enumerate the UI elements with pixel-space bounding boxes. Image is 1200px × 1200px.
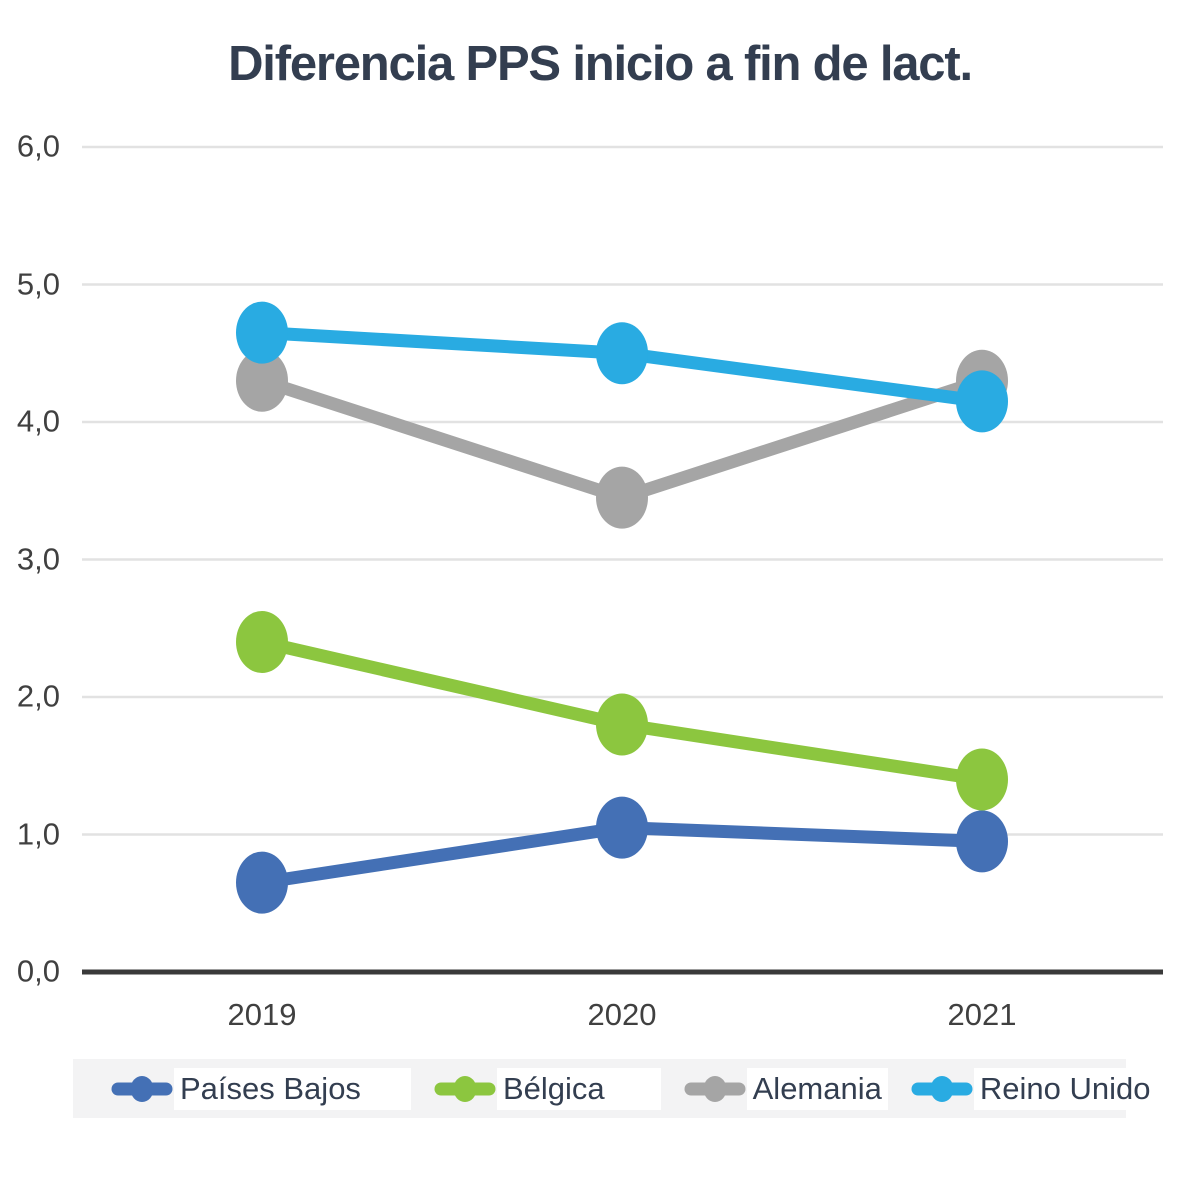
legend-item-paises-bajos: Países Bajos: [110, 1067, 411, 1110]
legend-item-reino-unido: Reino Unido: [910, 1067, 1200, 1110]
point-paises-bajos-2020: [596, 796, 648, 859]
legend-dot: [130, 1075, 154, 1102]
legend-label: Bélgica: [496, 1067, 661, 1110]
x-tick-label: 2021: [947, 997, 1017, 1032]
y-tick-label: 4,0: [16, 403, 60, 439]
legend-label: Países Bajos: [174, 1067, 411, 1110]
chart-title: Diferencia PPS inicio a fin de lact.: [228, 37, 973, 91]
legend-marker-icon: [684, 1075, 746, 1102]
point-belgica-2019: [236, 611, 288, 673]
point-paises-bajos-2021: [956, 810, 1008, 873]
point-belgica-2020: [596, 693, 648, 756]
legend-dot: [453, 1075, 477, 1102]
y-tick-label: 0,0: [16, 953, 60, 989]
legend-marker-icon: [434, 1075, 496, 1102]
legend-item-alemania: Alemania: [683, 1067, 888, 1110]
y-tick-label: 2,0: [16, 678, 60, 714]
point-reino-unido-2019: [236, 301, 288, 364]
point-belgica-2021: [956, 748, 1008, 811]
point-alemania-2019: [236, 349, 288, 412]
y-tick-label: 5,0: [16, 265, 60, 301]
legend-item-belgica: Bélgica: [433, 1067, 661, 1110]
legend-dot: [703, 1075, 727, 1102]
legend-dot: [930, 1075, 954, 1102]
point-reino-unido-2020: [596, 322, 648, 385]
x-tick-label: 2020: [587, 997, 657, 1032]
legend-label: Alemania: [746, 1067, 888, 1110]
y-tick-label: 6,0: [16, 128, 60, 164]
point-reino-unido-2021: [956, 370, 1008, 433]
point-alemania-2020: [596, 466, 648, 529]
y-tick-label: 3,0: [16, 540, 60, 576]
y-tick-label: 1,0: [16, 815, 60, 851]
x-tick-label: 2019: [227, 997, 297, 1032]
legend-marker-icon: [111, 1075, 173, 1102]
legend-label: Reino Unido: [973, 1067, 1200, 1110]
legend: Países Bajos Bélgica Alemania Reino Unido: [73, 1059, 1200, 1118]
legend-marker-icon: [911, 1075, 973, 1102]
point-paises-bajos-2019: [236, 851, 288, 914]
